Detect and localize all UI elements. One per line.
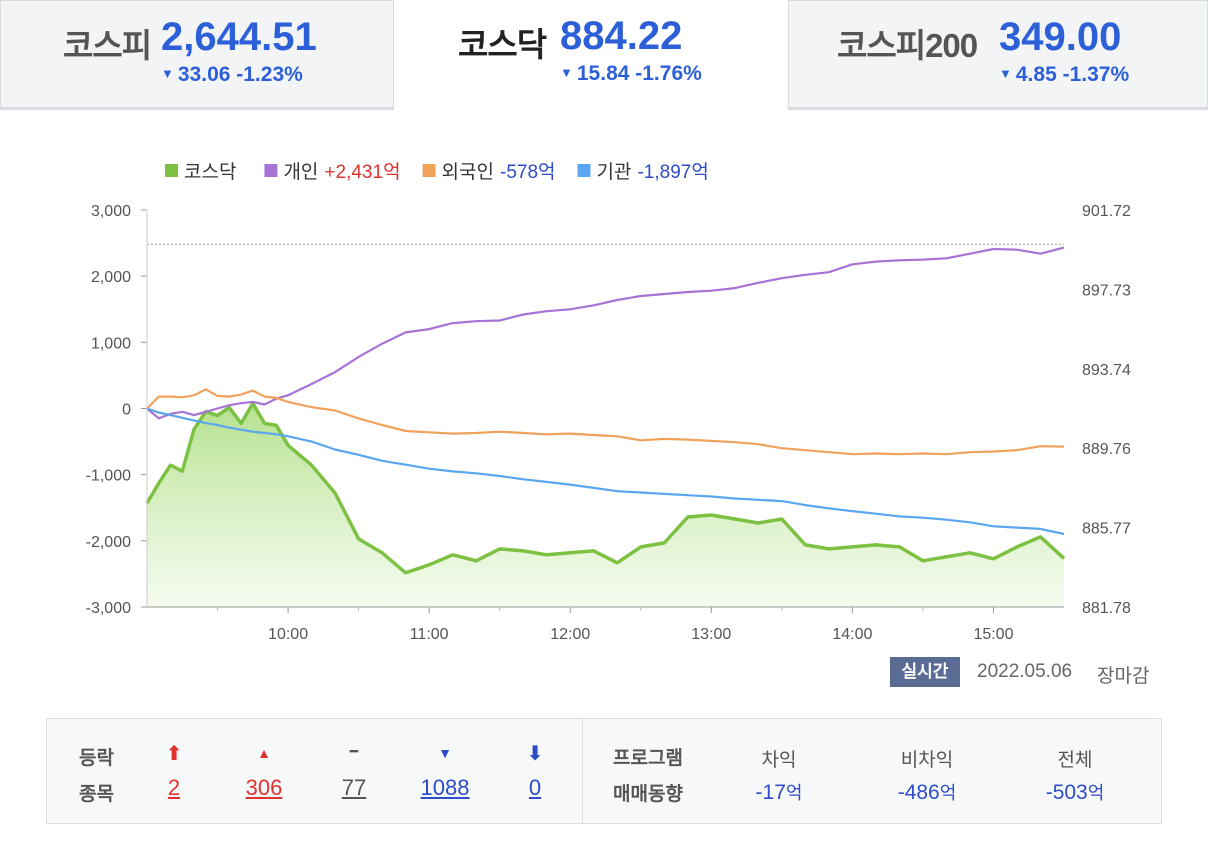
tab-kospi200-change-text: 4.85 -1.37% [1015, 63, 1130, 86]
series-line-2 [146, 388, 1065, 456]
non-arbitrage-head: 비차익 [900, 750, 954, 771]
chart-date: 2022.05.06 [977, 661, 1073, 682]
arbitrage-head: 차익 [761, 750, 797, 771]
lower-limit-count[interactable]: 0 [528, 775, 542, 800]
x-tick-label-1: 11:00 [410, 626, 449, 643]
series-area-0 [147, 403, 1064, 607]
index-tabs: 코스피 2,644.51 ▼ 33.06 -1.23% 코스닥 884.22 ▼ 1… [0, 0, 1208, 110]
y-left-label-6: -3,000 [86, 600, 131, 617]
y-right-label-4: 885.77 [1082, 521, 1131, 538]
tab-kospi-change: ▼ 33.06 -1.23% [161, 63, 303, 87]
y-left-label-3: 0 [122, 402, 131, 419]
y-left-label-0: 3,000 [91, 203, 131, 220]
tab-kosdaq[interactable]: 코스닥 884.22 ▼ 15.84 -1.76% [393, 0, 789, 110]
non-arbitrage-value: -486억 [867, 779, 987, 805]
arbitrage-unit: 억 [785, 783, 803, 803]
legend-value-1: +2,431억 [324, 161, 400, 183]
unchanged-count[interactable]: 77 [341, 775, 367, 800]
legend-label-2: 외국인 [442, 161, 494, 183]
lower-limit-icon: ⬇ [526, 743, 544, 765]
series-line-3 [146, 407, 1065, 536]
x-tick-label-3: 13:00 [691, 626, 731, 643]
y-right-label-5: 881.78 [1082, 600, 1131, 617]
y-right-label-0: 901.72 [1082, 203, 1131, 220]
legend-label-3: 기관 [597, 161, 632, 183]
x-tick-label-5: 15:00 [973, 626, 1013, 643]
x-tick-label-2: 12:00 [550, 626, 590, 643]
legend-swatch-0 [165, 164, 178, 177]
x-tick-label-0: 10:00 [268, 626, 308, 643]
down-triangle-icon: ▼ [999, 66, 1012, 81]
down-triangle-icon: ▼ [560, 65, 573, 80]
tab-underline-left [0, 108, 394, 110]
y-left-label-1: 2,000 [91, 269, 131, 286]
legend-value-2: -578억 [500, 161, 556, 183]
tab-kospi200-change: ▼ 4.85 -1.37% [999, 63, 1129, 87]
realtime-badge[interactable]: 실시간 [890, 657, 960, 687]
total-unit: 억 [1087, 783, 1105, 803]
unchanged-icon: ━ [349, 743, 359, 759]
legend-label-1: 개인 [283, 161, 318, 183]
total-value: -503억 [1015, 779, 1135, 805]
tab-kospi-name: 코스피 [63, 27, 152, 64]
legend-swatch-3 [577, 164, 591, 177]
legend-value-3: -1,897억 [637, 161, 708, 183]
y-left-label-2: 1,000 [91, 335, 131, 352]
chart-series [145, 246, 1066, 607]
down-triangle-icon: ▼ [161, 66, 174, 81]
tab-kospi200-value: 349.00 [999, 15, 1122, 59]
upper-limit-icon: ⬆ [165, 743, 183, 765]
legend-label-0: 코스닥 [184, 161, 236, 183]
x-tick-label-4: 14:00 [832, 626, 872, 643]
up-count[interactable]: 306 [245, 775, 283, 800]
y-right-label-2: 893.74 [1082, 362, 1131, 379]
y-left-label-5: -2,000 [86, 534, 131, 551]
investor-trend-chart: 코스닥 개인 +2,431억 외국인 -578억 기관 -1,897억 10:00 11:00… [86, 161, 1131, 643]
tab-kosdaq-name: 코스닥 [458, 26, 547, 63]
tab-kospi[interactable]: 코스피 2,644.51 ▼ 33.06 -1.23% [0, 0, 394, 108]
upper-limit-count[interactable]: 2 [167, 775, 181, 800]
tab-kospi-change-text: 33.06 -1.23% [177, 63, 303, 86]
panel-divider [582, 719, 583, 823]
market-breadth-panel: 등락 종목 ⬆ 2 ▲ 306 ━ 77 ▼ 1088 ⬇ 0 프로그램 매매동… [46, 718, 1162, 824]
arbitrage-value: -17억 [719, 779, 839, 805]
tab-kospi200[interactable]: 코스피200 349.00 ▼ 4.85 -1.37% [788, 0, 1208, 108]
breadth-label-1: 등락 [79, 748, 114, 769]
arbitrage-number: -17 [755, 781, 786, 804]
y-right-label-1: 897.73 [1082, 282, 1131, 299]
tab-kosdaq-change: ▼ 15.84 -1.76% [560, 62, 702, 86]
tab-kosdaq-change-text: 15.84 -1.76% [576, 62, 702, 85]
down-count[interactable]: 1088 [420, 775, 470, 800]
legend-swatch-1 [264, 164, 278, 177]
tab-kosdaq-value: 884.22 [560, 14, 683, 58]
tab-underline-right [788, 108, 1208, 110]
y-right-label-3: 889.76 [1082, 441, 1131, 458]
tab-kospi-value: 2,644.51 [161, 15, 317, 59]
tab-kospi200-name: 코스피200 [837, 27, 978, 64]
series-line-0 [145, 401, 1066, 575]
breadth-label-2: 종목 [79, 784, 114, 805]
series-line-1 [146, 246, 1065, 420]
program-label-2: 매매동향 [613, 784, 683, 805]
non-arbitrage-unit: 억 [939, 783, 957, 803]
chart-axes: 10:00 11:00 12:00 13:00 14:00 15:00 3,000 2,000… [86, 203, 1131, 643]
total-number: -503 [1045, 781, 1088, 804]
non-arbitrage-number: -486 [897, 781, 940, 804]
program-label-1: 프로그램 [613, 748, 683, 769]
down-icon: ▼ [438, 745, 452, 761]
y-left-label-4: -1,000 [86, 468, 131, 485]
up-icon: ▲ [257, 745, 271, 761]
market-status: 장마감 [1097, 666, 1150, 687]
total-head: 전체 [1057, 750, 1093, 771]
chart-legend: 코스닥 개인 +2,431억 외국인 -578억 기관 -1,897억 [165, 161, 709, 183]
legend-swatch-2 [422, 164, 436, 177]
